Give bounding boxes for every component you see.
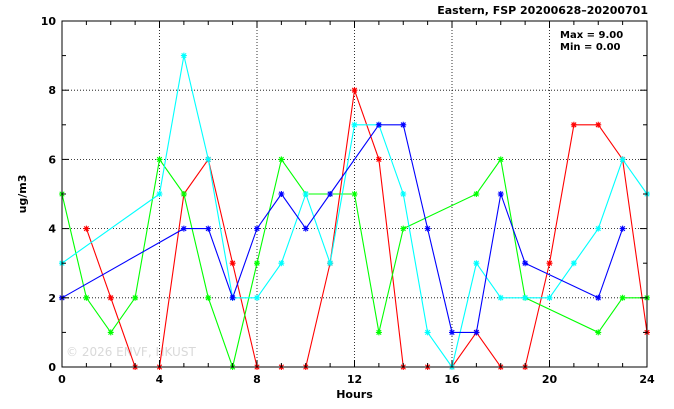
data-point: [546, 260, 553, 267]
data-point: [302, 191, 309, 197]
data-point: [619, 294, 626, 301]
y-tick-label: 2: [48, 292, 56, 305]
data-point: [570, 121, 577, 128]
series-layer: [59, 52, 650, 370]
data-point: [400, 121, 407, 128]
y-tick-label: 0: [48, 361, 56, 374]
data-point: [619, 225, 626, 232]
data-point: [546, 294, 553, 301]
data-point: [570, 260, 577, 267]
data-point: [400, 191, 407, 197]
x-tick-label: 8: [253, 373, 261, 386]
data-point: [375, 156, 382, 163]
y-tick-label: 8: [48, 84, 56, 97]
data-point: [83, 225, 90, 232]
data-point: [473, 260, 480, 267]
data-point: [375, 329, 382, 336]
data-point: [156, 156, 163, 163]
data-point: [449, 329, 455, 336]
x-tick-label: 0: [58, 373, 66, 386]
data-point: [180, 52, 187, 59]
data-point: [497, 191, 504, 197]
data-point: [595, 225, 602, 232]
data-point: [351, 87, 358, 94]
y-axis-label: ug/m3: [16, 175, 29, 214]
data-point: [351, 191, 358, 197]
data-point: [132, 294, 139, 301]
data-point: [229, 294, 236, 301]
data-point: [205, 156, 212, 163]
watermark: © 2026 ENVF, HKUST: [66, 345, 196, 359]
data-point: [375, 121, 382, 128]
data-point: [497, 294, 504, 301]
x-tick-label: 12: [347, 373, 362, 386]
data-point: [254, 225, 260, 232]
data-point: [327, 191, 334, 197]
data-point: [278, 156, 285, 163]
max-annotation: Max = 9.00: [560, 30, 623, 41]
data-point: [254, 294, 260, 301]
data-point: [522, 260, 529, 267]
data-point: [180, 191, 187, 197]
x-tick-label: 24: [639, 373, 655, 386]
x-tick-label: 20: [542, 373, 558, 386]
data-point: [156, 191, 163, 197]
data-point: [424, 329, 431, 336]
data-point: [229, 260, 236, 267]
data-point: [83, 294, 90, 301]
data-point: [473, 329, 480, 336]
x-axis-label: Hours: [336, 388, 373, 401]
y-tick-label: 10: [41, 15, 57, 28]
data-point: [327, 260, 334, 267]
data-point: [473, 191, 480, 197]
data-point: [595, 294, 602, 301]
data-point: [254, 260, 260, 267]
data-point: [595, 121, 602, 128]
data-point: [278, 191, 285, 197]
data-point: [400, 225, 407, 232]
y-tick-label: 4: [48, 223, 56, 236]
series-line-2: [61, 158, 647, 369]
data-point: [619, 156, 626, 163]
data-point: [522, 294, 529, 301]
data-point: [180, 225, 187, 232]
x-tick-label: 4: [156, 373, 164, 386]
data-point: [107, 294, 114, 301]
y-tick-label: 6: [48, 153, 56, 166]
data-point: [205, 294, 212, 301]
data-point: [205, 225, 212, 232]
data-point: [107, 329, 114, 336]
data-point: [497, 156, 504, 163]
data-point: [424, 225, 431, 232]
chart-title: Eastern, FSP 20200628–20200701: [437, 4, 648, 17]
data-point: [351, 121, 358, 128]
data-point: [302, 225, 309, 232]
x-tick-label: 16: [444, 373, 460, 386]
data-point: [595, 329, 602, 336]
data-point: [278, 260, 285, 267]
min-annotation: Min = 0.00: [560, 42, 621, 53]
